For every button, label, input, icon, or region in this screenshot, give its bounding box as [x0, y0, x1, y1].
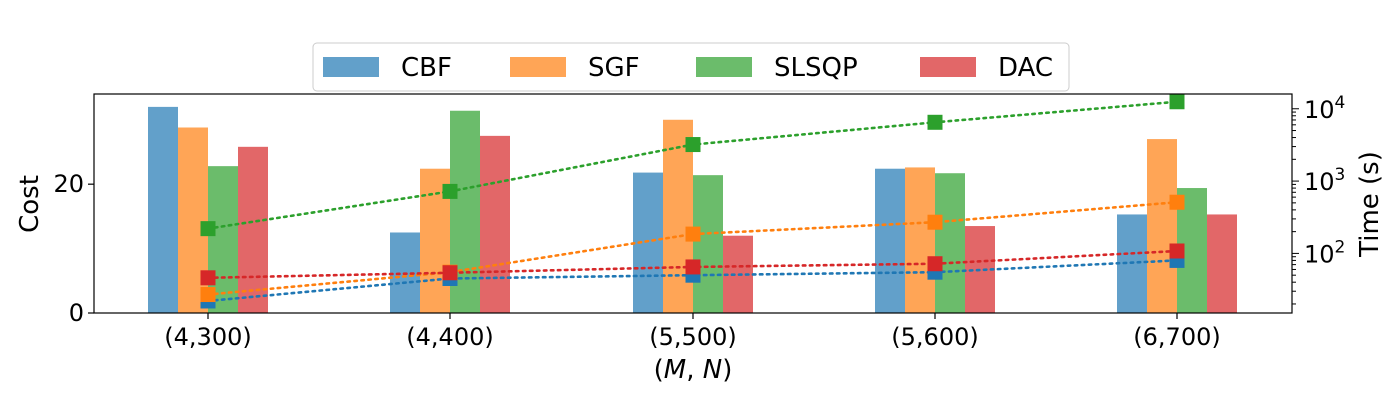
y-tick-label: 0 — [69, 299, 84, 327]
time-marker-slsqp-0 — [200, 221, 216, 237]
bars-layer — [148, 106, 1237, 314]
time-marker-dac-4 — [1169, 243, 1185, 259]
legend-swatch-slsqp — [696, 57, 752, 77]
bar-sgf-3 — [905, 167, 935, 313]
legend-swatch-sgf — [510, 57, 566, 77]
legend-frame — [312, 42, 1070, 92]
time-marker-slsqp-2 — [685, 137, 701, 153]
bar-dac-0 — [238, 146, 268, 313]
y2-tick-label: 104 — [1304, 93, 1345, 124]
time-marker-dac-1 — [442, 265, 458, 281]
legend-label-slsqp: SLSQP — [774, 53, 858, 83]
x-tick-label: (4,300) — [164, 323, 251, 351]
time-marker-slsqp-3 — [927, 114, 943, 130]
legend-label-dac: DAC — [998, 53, 1053, 83]
bar-slsqp-2 — [693, 175, 723, 313]
bar-dac-1 — [480, 135, 510, 313]
x-tick-label: (6,700) — [1133, 323, 1220, 351]
legend-label-sgf: SGF — [588, 53, 640, 83]
legend-swatch-cbf — [323, 57, 379, 77]
y-axis-right: 102 103 104 — [1292, 93, 1345, 305]
legend-label-cbf: CBF — [401, 53, 452, 83]
x-tick-label: (4,400) — [406, 323, 493, 351]
bar-sgf-4 — [1147, 139, 1177, 313]
time-marker-dac-2 — [685, 259, 701, 275]
bar-cbf-0 — [148, 106, 178, 313]
time-marker-dac-3 — [927, 256, 943, 272]
time-marker-sgf-0 — [200, 287, 216, 303]
time-marker-sgf-2 — [685, 226, 701, 242]
legend-swatch-dac — [920, 57, 976, 77]
time-lines-layer — [200, 94, 1185, 309]
time-marker-sgf-4 — [1169, 194, 1185, 210]
y-tick-label: 20 — [53, 170, 84, 198]
y-axis-title: Cost — [15, 175, 45, 233]
bar-cbf-3 — [875, 168, 905, 313]
time-marker-slsqp-4 — [1169, 94, 1185, 110]
y2-tick-label: 103 — [1304, 165, 1345, 196]
x-axis: (4,300) (4,400) (5,500) (5,600) (6,700) — [164, 313, 1221, 351]
bar-slsqp-3 — [935, 173, 965, 313]
x-axis-title: (M, N) — [654, 355, 733, 385]
x-tick-label: (5,600) — [891, 323, 978, 351]
time-marker-dac-0 — [200, 270, 216, 286]
x-tick-label: (5,500) — [649, 323, 736, 351]
legend: CBF SGF SLSQP DAC — [312, 42, 1070, 92]
y2-axis-title: Time (s) — [1355, 151, 1385, 258]
y2-tick-label: 102 — [1304, 237, 1345, 268]
time-marker-slsqp-1 — [442, 183, 458, 199]
time-marker-sgf-3 — [927, 214, 943, 230]
bar-dac-4 — [1207, 214, 1237, 313]
y-axis-left: 0 20 — [53, 170, 94, 327]
